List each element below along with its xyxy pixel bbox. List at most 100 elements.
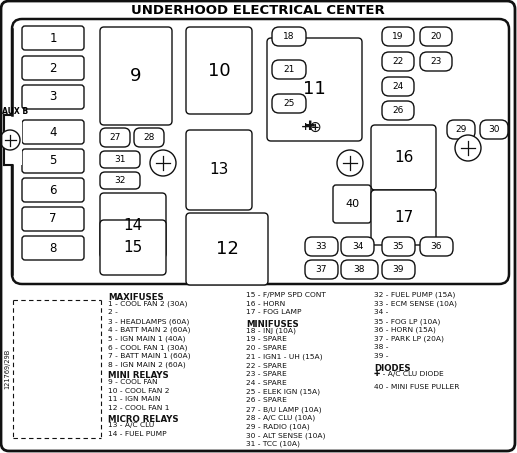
FancyBboxPatch shape [272,60,306,79]
FancyBboxPatch shape [22,207,84,231]
Text: ✚: ✚ [305,120,315,134]
FancyBboxPatch shape [420,237,453,256]
FancyBboxPatch shape [22,85,84,109]
Text: 23: 23 [430,57,442,66]
Text: 3: 3 [49,91,57,103]
Text: 20: 20 [430,32,442,41]
Text: AUX B: AUX B [2,107,28,116]
Text: 33 - ECM SENSE (10A): 33 - ECM SENSE (10A) [374,301,457,307]
Text: 17: 17 [394,210,413,225]
Text: 7: 7 [49,212,57,226]
Text: 14: 14 [124,218,143,233]
Text: 14 - FUEL PUMP: 14 - FUEL PUMP [108,431,166,437]
Text: MAXIFUSES: MAXIFUSES [108,293,164,302]
Text: 1 - COOL FAN 2 (30A): 1 - COOL FAN 2 (30A) [108,301,188,307]
FancyBboxPatch shape [134,128,164,147]
FancyBboxPatch shape [100,151,140,168]
Text: 5 - IGN MAIN 1 (40A): 5 - IGN MAIN 1 (40A) [108,336,186,342]
Text: 121769/29B: 121769/29B [4,349,10,389]
Text: 11 - IGN MAIN: 11 - IGN MAIN [108,396,160,402]
Text: 3 - HEADLAMPS (60A): 3 - HEADLAMPS (60A) [108,318,189,325]
Text: 9 - COOL FAN: 9 - COOL FAN [108,379,158,385]
FancyBboxPatch shape [420,27,452,46]
Text: 12: 12 [216,240,238,258]
Text: 36: 36 [431,242,442,251]
Text: 6: 6 [49,183,57,197]
Text: 29 - RADIO (10A): 29 - RADIO (10A) [246,424,310,430]
FancyBboxPatch shape [382,260,415,279]
Text: 28: 28 [143,133,155,142]
FancyBboxPatch shape [22,56,84,80]
Text: 40: 40 [345,199,359,209]
Text: 32: 32 [114,176,126,185]
FancyBboxPatch shape [447,120,475,139]
FancyBboxPatch shape [341,237,374,256]
Text: 38: 38 [354,265,365,274]
Text: 4 - BATT MAIN 2 (60A): 4 - BATT MAIN 2 (60A) [108,327,190,333]
Text: 24: 24 [392,82,404,91]
Text: 17 - FOG LAMP: 17 - FOG LAMP [246,309,301,315]
Text: 19 - SPARE: 19 - SPARE [246,337,287,342]
FancyBboxPatch shape [22,26,84,50]
FancyBboxPatch shape [420,52,452,71]
FancyBboxPatch shape [382,27,414,46]
Text: 11: 11 [303,81,326,98]
Text: 38 -: 38 - [374,344,388,350]
Circle shape [455,135,481,161]
FancyBboxPatch shape [100,27,172,125]
FancyBboxPatch shape [100,220,166,275]
FancyBboxPatch shape [272,94,306,113]
Text: 34: 34 [352,242,363,251]
Text: 36 - HORN (15A): 36 - HORN (15A) [374,327,436,333]
Text: 23 - SPARE: 23 - SPARE [246,371,287,377]
FancyBboxPatch shape [186,213,268,285]
Text: 31 - TCC (10A): 31 - TCC (10A) [246,441,300,448]
Text: 30 - ALT SENSE (10A): 30 - ALT SENSE (10A) [246,432,326,439]
Text: 33: 33 [316,242,327,251]
Text: +: + [300,122,310,132]
Text: 18 - INJ (10A): 18 - INJ (10A) [246,328,296,334]
Text: 25: 25 [283,99,295,108]
Text: 10: 10 [208,62,230,79]
FancyBboxPatch shape [22,178,84,202]
FancyBboxPatch shape [382,77,414,96]
Text: 16 - HORN: 16 - HORN [246,301,285,307]
Text: MICRO RELAYS: MICRO RELAYS [108,415,179,424]
Circle shape [337,150,363,176]
FancyBboxPatch shape [12,19,509,284]
Text: 8 - IGN MAIN 2 (60A): 8 - IGN MAIN 2 (60A) [108,361,186,368]
Text: MINIFUSES: MINIFUSES [246,320,299,329]
Text: MINI RELAYS: MINI RELAYS [108,371,169,381]
Text: 7 - BATT MAIN 1 (60A): 7 - BATT MAIN 1 (60A) [108,353,191,359]
Text: 4: 4 [49,125,57,139]
FancyBboxPatch shape [305,260,338,279]
Text: 24 - SPARE: 24 - SPARE [246,380,287,386]
FancyBboxPatch shape [341,260,378,279]
Text: 9: 9 [130,67,142,85]
FancyBboxPatch shape [100,193,166,258]
Text: ✚ - A/C CLU DIODE: ✚ - A/C CLU DIODE [374,371,444,377]
FancyBboxPatch shape [22,149,84,173]
Text: 32 - FUEL PUMP (15A): 32 - FUEL PUMP (15A) [374,292,455,299]
Text: 13 - A/C CLU: 13 - A/C CLU [108,423,154,429]
Text: 40 - MINI FUSE PULLER: 40 - MINI FUSE PULLER [374,384,460,390]
Text: 39: 39 [393,265,404,274]
Text: 16: 16 [394,150,413,165]
Text: 34 -: 34 - [374,309,388,315]
FancyBboxPatch shape [480,120,508,139]
Text: 5: 5 [49,154,57,168]
Text: 37 - PARK LP (20A): 37 - PARK LP (20A) [374,336,444,342]
FancyBboxPatch shape [100,128,130,147]
Text: 19: 19 [392,32,404,41]
Text: 8: 8 [49,241,57,255]
Bar [0,115,22,165]
FancyBboxPatch shape [186,27,252,114]
FancyBboxPatch shape [22,120,84,144]
FancyBboxPatch shape [272,27,306,46]
FancyBboxPatch shape [371,190,436,245]
Text: 22: 22 [392,57,404,66]
Text: DIODES: DIODES [374,364,410,373]
FancyBboxPatch shape [333,185,371,223]
Text: 37: 37 [316,265,327,274]
FancyBboxPatch shape [382,237,415,256]
